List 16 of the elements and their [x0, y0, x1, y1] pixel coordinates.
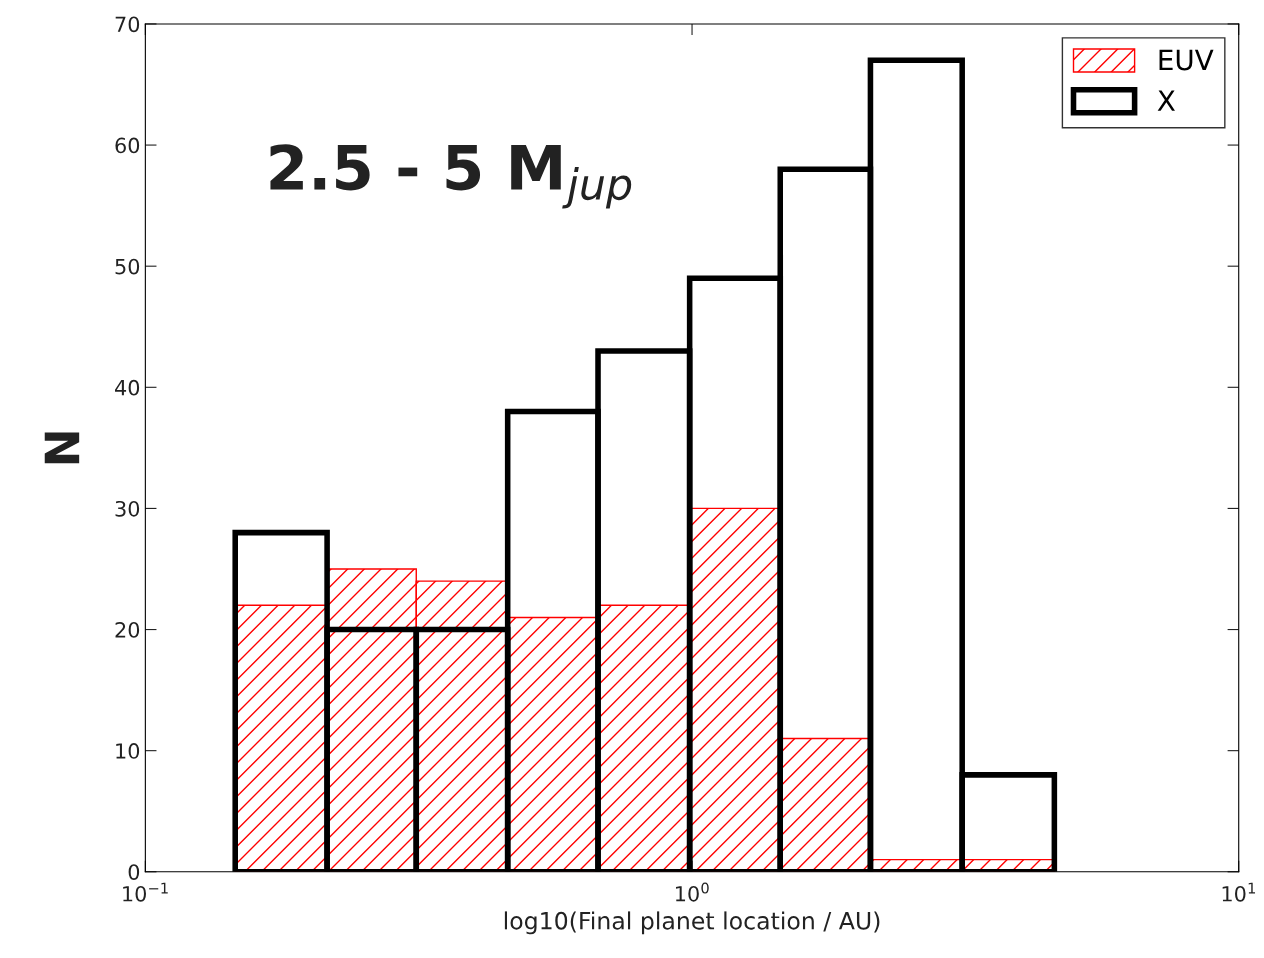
y-tick-label: 20: [115, 622, 140, 638]
x-axis-title: log10(Final planet location / AU): [504, 911, 880, 935]
x-tick-label: 10$^{1}$: [1222, 882, 1256, 902]
y-tick-label: 40: [115, 379, 140, 396]
legend-label: X: [1157, 90, 1175, 111]
y-tick-label: 0: [128, 864, 140, 880]
y-tick-label: 10: [116, 743, 140, 759]
y-tick-label: 70: [115, 16, 140, 33]
y-tick-label: 30: [115, 500, 140, 517]
y-tick-label: 60: [115, 137, 140, 154]
y-tick-label: 50: [115, 258, 140, 275]
annotation: 2.5 - 5 M$_{jup}$: [270, 144, 632, 209]
y-axis-title: N: [44, 432, 80, 464]
x-tick-label: 10$^{0}$: [676, 882, 709, 902]
legend-label: EUV: [1159, 49, 1214, 71]
x-tick-label: 10$^{−1}$: [123, 882, 168, 902]
